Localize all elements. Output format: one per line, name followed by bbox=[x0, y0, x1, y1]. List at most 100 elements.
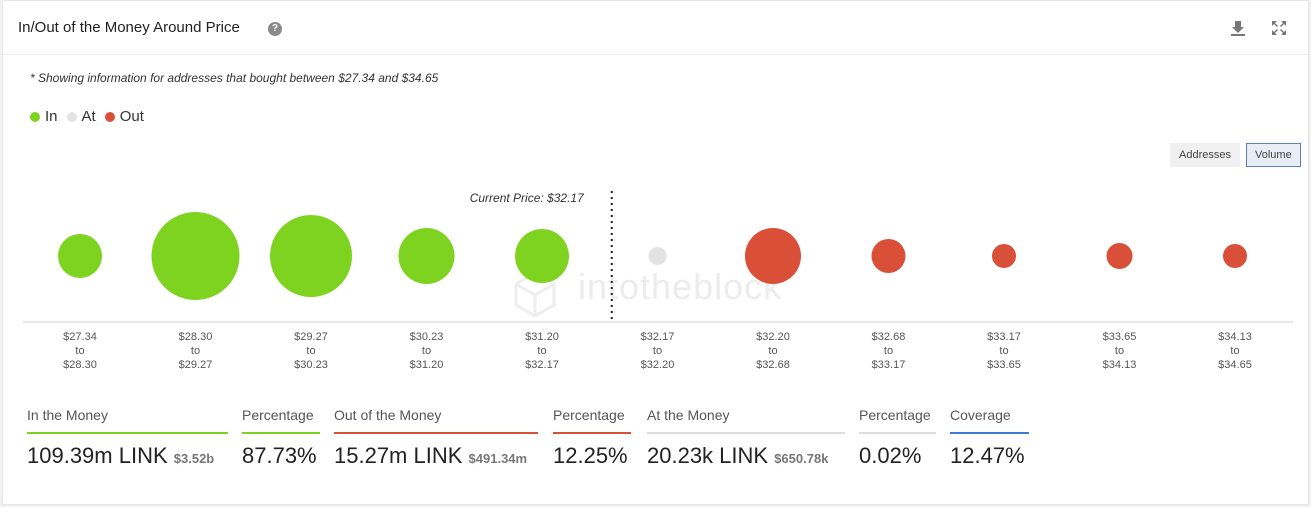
stat-coverage: Coverage 12.47% bbox=[950, 401, 1029, 469]
tick-label: to bbox=[537, 345, 546, 357]
stat-label-coverage: Coverage bbox=[950, 407, 1011, 423]
stat-bar-in-percentage bbox=[242, 432, 320, 434]
out-of-the-money-volume: 15.27m LINK bbox=[334, 443, 463, 468]
bubble-chart: $27.34 to $28.30 $28.30 to $29.27 $29.27 to $30.… bbox=[23, 191, 1293, 371]
tick-label: $32.20 bbox=[756, 331, 790, 343]
bubble-in bbox=[515, 229, 569, 283]
stat-value-in-the-money: 109.39m LINK $3.52b bbox=[27, 443, 228, 469]
tick-label: $32.17 bbox=[525, 359, 559, 371]
legend-dot-out bbox=[104, 111, 115, 122]
tick-label: $29.27 bbox=[294, 331, 328, 343]
tick-label: to bbox=[1115, 345, 1124, 357]
stat-at-percentage: Percentage 0.02% bbox=[859, 401, 936, 469]
info-note: * Showing information for addresses that… bbox=[30, 71, 439, 85]
stat-out-percentage: Percentage 12.25% bbox=[553, 401, 631, 469]
toggle-volume-button[interactable]: Volume bbox=[1246, 143, 1301, 167]
tick-label: $33.65 bbox=[1103, 331, 1137, 343]
tick-label: $32.20 bbox=[641, 359, 675, 371]
stat-bar-at-the-money bbox=[647, 432, 845, 434]
stat-in-the-money: In the Money 109.39m LINK $3.52b bbox=[27, 401, 228, 469]
stat-label-at-the-money: At the Money bbox=[647, 407, 730, 423]
tick-label: $28.30 bbox=[63, 359, 97, 371]
legend-label-out: Out bbox=[119, 108, 144, 125]
legend-dot-at bbox=[66, 111, 77, 122]
tick-label: $27.34 bbox=[63, 331, 97, 343]
tick-label: $31.20 bbox=[410, 359, 444, 371]
stat-out-of-the-money: Out of the Money 15.27m LINK $491.34m bbox=[334, 401, 538, 469]
legend-item-in[interactable]: In bbox=[30, 108, 58, 125]
stat-bar-out-percentage bbox=[553, 432, 631, 434]
tick-label: $28.30 bbox=[179, 331, 213, 343]
tick-label: $32.68 bbox=[756, 359, 790, 371]
stat-bar-coverage bbox=[950, 432, 1029, 434]
current-price-label: Current Price: $32.17 bbox=[470, 191, 585, 205]
stat-value-at-percentage: 0.02% bbox=[859, 443, 922, 468]
stat-label-in-the-money: In the Money bbox=[27, 407, 108, 423]
tick-label: to bbox=[306, 345, 315, 357]
card-header: In/Out of the Money Around Price ? bbox=[3, 1, 1308, 55]
bubble-out bbox=[871, 239, 906, 273]
tick-label: $32.68 bbox=[872, 331, 906, 343]
tick-label: $34.65 bbox=[1218, 359, 1252, 371]
tick-label: to bbox=[768, 345, 777, 357]
stat-bar-out-of-the-money bbox=[334, 432, 538, 434]
download-icon[interactable] bbox=[1229, 19, 1247, 37]
tick-label: $33.17 bbox=[872, 359, 906, 371]
bubble-in bbox=[151, 212, 240, 300]
tick-label: to bbox=[75, 345, 84, 357]
tick-label: $30.23 bbox=[410, 331, 444, 343]
tick-label: to bbox=[884, 345, 893, 357]
stat-value-out-of-the-money: 15.27m LINK $491.34m bbox=[334, 443, 538, 469]
bubble-out bbox=[745, 228, 801, 284]
watermark-logo-icon bbox=[514, 271, 556, 318]
stat-bar-in-the-money bbox=[27, 432, 228, 434]
in-the-money-usd: $3.52b bbox=[173, 451, 215, 466]
stat-bar-at-percentage bbox=[859, 432, 936, 434]
fullscreen-icon[interactable] bbox=[1270, 19, 1288, 37]
tick-label: $32.17 bbox=[641, 331, 675, 343]
stat-label-at-percentage: Percentage bbox=[859, 407, 931, 423]
in-the-money-volume: 109.39m LINK bbox=[27, 443, 168, 468]
chart-title: In/Out of the Money Around Price bbox=[18, 19, 240, 36]
at-the-money-usd: $650.78k bbox=[774, 451, 829, 466]
tick-label: to bbox=[191, 345, 200, 357]
bubble-at bbox=[648, 247, 667, 265]
stat-label-in-percentage: Percentage bbox=[242, 407, 314, 423]
legend: In At Out bbox=[30, 108, 153, 125]
legend-item-out[interactable]: Out bbox=[104, 108, 144, 125]
stat-at-the-money: At the Money 20.23k LINK $650.78k bbox=[647, 401, 845, 469]
stat-label-out-percentage: Percentage bbox=[553, 407, 625, 423]
stat-label-out-of-the-money: Out of the Money bbox=[334, 407, 442, 423]
stat-value-in-percentage: 87.73% bbox=[242, 443, 317, 468]
at-the-money-volume: 20.23k LINK bbox=[647, 443, 769, 468]
help-icon[interactable]: ? bbox=[268, 22, 282, 36]
tick-label: $33.17 bbox=[987, 331, 1021, 343]
legend-item-at[interactable]: At bbox=[66, 108, 96, 125]
bubble-in bbox=[58, 234, 102, 278]
tick-label: to bbox=[999, 345, 1008, 357]
bubble-out bbox=[1223, 244, 1247, 268]
tick-label: to bbox=[653, 345, 662, 357]
bubble-in bbox=[398, 228, 455, 284]
out-of-the-money-usd: $491.34m bbox=[468, 451, 528, 466]
legend-label-in: In bbox=[45, 108, 58, 125]
tick-label: to bbox=[1230, 345, 1239, 357]
tick-label: $30.23 bbox=[294, 359, 328, 371]
tick-label: $33.65 bbox=[987, 359, 1021, 371]
stats-row: In the Money 109.39m LINK $3.52b Percent… bbox=[3, 401, 1308, 481]
stat-in-percentage: Percentage 87.73% bbox=[242, 401, 320, 469]
toggle-addresses-button[interactable]: Addresses bbox=[1170, 143, 1240, 167]
tick-label: $29.27 bbox=[179, 359, 213, 371]
stat-value-coverage: 12.47% bbox=[950, 443, 1025, 468]
tick-label: $34.13 bbox=[1103, 359, 1137, 371]
bubble-out bbox=[992, 244, 1016, 268]
tick-label: $34.13 bbox=[1218, 331, 1252, 343]
bubble-in bbox=[270, 215, 352, 297]
stat-value-out-percentage: 12.25% bbox=[553, 443, 628, 468]
tick-label: $31.20 bbox=[525, 331, 559, 343]
stat-value-at-the-money: 20.23k LINK $650.78k bbox=[647, 443, 845, 469]
bubble-out bbox=[1106, 243, 1133, 269]
legend-label-at: At bbox=[81, 108, 96, 125]
legend-dot-in bbox=[30, 111, 40, 122]
